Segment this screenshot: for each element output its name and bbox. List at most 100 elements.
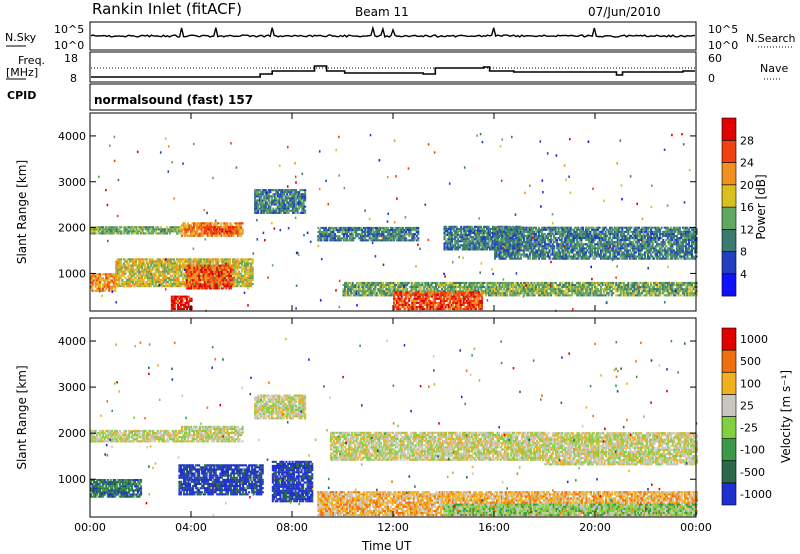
echo-cell [162, 274, 165, 277]
echo-cell [477, 293, 480, 296]
echo-cell [171, 283, 174, 286]
echo-cell [217, 287, 220, 290]
echo-cell [245, 276, 248, 279]
echo-cell [272, 203, 275, 206]
echo-cell [102, 232, 105, 235]
echo-cell [290, 193, 293, 196]
echo-cell [374, 292, 377, 295]
echo-cell [160, 262, 163, 265]
echo-cell [476, 229, 479, 232]
echo-cell [627, 286, 630, 289]
echo-cell [272, 209, 275, 212]
echo-cell [512, 286, 515, 289]
echo-cell [426, 308, 429, 311]
echo-cell [672, 281, 675, 284]
echo-cell [207, 275, 210, 278]
echo-cell [478, 240, 481, 243]
echo-cell [168, 228, 171, 231]
echo-cell [460, 290, 463, 293]
echo-cell [678, 286, 681, 289]
echo-cell [150, 232, 153, 235]
echo-cell [251, 266, 254, 269]
echo-cell [480, 301, 483, 304]
echo-cell [584, 288, 587, 291]
echo-cell [410, 284, 413, 287]
echo-cell [216, 258, 219, 261]
echo-cell [436, 284, 439, 287]
echo-cell [554, 294, 557, 297]
echo-cell [383, 226, 386, 229]
echo-cell [287, 211, 290, 214]
echo-cell [190, 226, 193, 229]
echo-cell [416, 290, 419, 293]
echo-cell [461, 238, 464, 241]
echo-cell [225, 275, 228, 278]
echo-cell [650, 288, 653, 291]
echo-cell [350, 284, 353, 287]
freq-tick-bottom: 8 [70, 72, 77, 85]
echo-cell [430, 295, 433, 298]
echo-cell [105, 273, 108, 276]
echo-cell [506, 292, 509, 295]
echo-cell [153, 228, 156, 231]
echo-cell [213, 283, 216, 286]
echo-cell [222, 277, 225, 280]
echo-cell [133, 276, 136, 279]
echo-cell [473, 301, 476, 304]
echo-cell [94, 230, 97, 233]
echo-cell [183, 226, 186, 229]
echo-cell [568, 281, 571, 284]
echo-cell [282, 211, 285, 214]
echo-cell [118, 276, 121, 279]
echo-cell [382, 237, 385, 240]
echo-cell [125, 281, 128, 284]
echo-cell [285, 207, 288, 210]
echo-cell [329, 237, 332, 240]
echo-cell [479, 295, 482, 298]
echo-cell [399, 233, 402, 236]
echo-cell [208, 230, 211, 233]
echo-cell [118, 274, 121, 277]
echo-cell [360, 284, 363, 287]
echo-cell [678, 290, 681, 293]
echo-cell [166, 258, 169, 261]
echo-cell [507, 286, 510, 289]
echo-cell [530, 286, 533, 289]
echo-cell [273, 193, 276, 196]
echo-cell [415, 306, 418, 309]
echo-cell [237, 232, 240, 235]
echo-cell [477, 297, 480, 300]
echo-cell [135, 226, 138, 229]
echo-cell [429, 291, 432, 294]
echo-cell [460, 225, 463, 228]
echo-cell [466, 244, 469, 247]
echo-cell [131, 260, 134, 263]
echo-cell [607, 281, 610, 284]
echo-cell [616, 294, 619, 297]
echo-cell [130, 272, 133, 275]
echo-cell [296, 209, 299, 212]
echo-cell [368, 292, 371, 295]
echo-cell [178, 285, 181, 288]
echo-cell [467, 308, 470, 311]
echo-cell [139, 285, 142, 288]
echo-cell [323, 229, 326, 232]
echo-cell [408, 291, 411, 294]
echo-cell [201, 262, 204, 265]
echo-cell [236, 281, 239, 284]
echo-cell [171, 268, 174, 271]
echo-cell [612, 288, 615, 291]
echo-cell [229, 226, 232, 229]
echo-cell [479, 231, 482, 234]
echo-cell [213, 279, 216, 282]
echo-cell [395, 284, 398, 287]
echo-cell [423, 293, 426, 296]
echo-cell [630, 292, 633, 295]
echo-cell [610, 281, 613, 284]
echo-cell [403, 306, 406, 309]
echo-cell [595, 294, 598, 297]
echo-cell [397, 288, 400, 291]
echo-cell [183, 285, 186, 288]
echo-cell [172, 270, 175, 273]
echo-cell [215, 281, 218, 284]
